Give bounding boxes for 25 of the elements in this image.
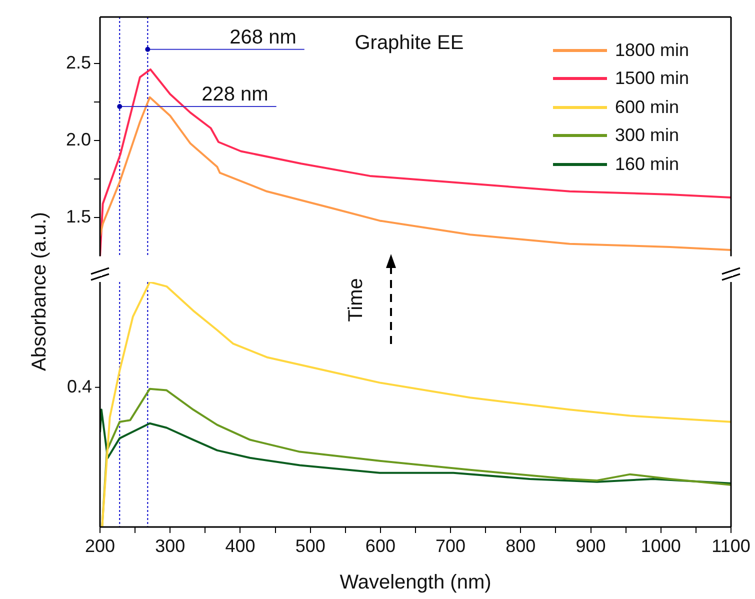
y-axis-title: Absorbance (a.u.) <box>28 211 52 373</box>
x-tick-label: 900 <box>576 536 606 556</box>
annotation: 228 nm <box>202 84 268 106</box>
legend-label: 1500 min <box>615 68 690 90</box>
y-tick-label: 1.5 <box>66 206 91 227</box>
x-tick-label: 700 <box>436 536 466 556</box>
x-tick-label: 500 <box>295 536 326 556</box>
annotation: Time <box>344 278 367 322</box>
legend-label: 160 min <box>615 154 680 175</box>
y-tick-label: 2.0 <box>66 129 91 150</box>
x-tick-label: 300 <box>155 536 186 556</box>
legend-label: 1800 min <box>615 40 690 61</box>
x-tick-label: 1100 <box>712 536 750 556</box>
legend-label: 300 min <box>615 125 680 146</box>
x-tick-label: 800 <box>506 536 536 556</box>
legend-label: 600 min <box>615 96 680 118</box>
annotation: 268 nm <box>230 26 296 48</box>
y-tick-label: 2.5 <box>66 52 91 72</box>
text: Graphite EE <box>354 32 464 54</box>
x-tick-label: 1000 <box>640 536 681 556</box>
x-tick-label: 400 <box>225 536 256 556</box>
x-tick-label: 200 <box>84 536 116 556</box>
x-axis-title: Wavelength (nm) <box>340 572 492 594</box>
text: 0.4 <box>66 376 92 396</box>
x-tick-label: 600 <box>365 536 396 556</box>
